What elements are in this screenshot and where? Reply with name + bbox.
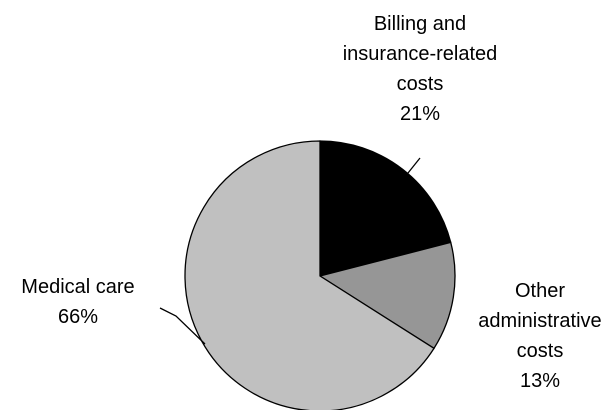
- slice-labels: Billing and insurance-related costs 21% Othe…: [21, 13, 601, 392]
- leader-line-3: [159, 307, 206, 345]
- slice-label-2: Other administrative costs 13%: [478, 280, 601, 392]
- leader-line-1: [407, 157, 421, 174]
- leader-lines: [159, 157, 421, 345]
- slice-value-label: 13%: [520, 370, 560, 392]
- slice-value-label: 66%: [58, 306, 98, 328]
- slice-name-line: costs: [397, 73, 444, 95]
- slice-name-line: costs: [517, 340, 564, 362]
- slice-name-line: Billing and: [374, 13, 466, 35]
- slice-value-label: 21%: [400, 103, 440, 125]
- slice-name-line: administrative: [478, 310, 601, 332]
- slice-name-line: insurance-related: [343, 43, 498, 65]
- slice-label-3: Medical care 66%: [21, 276, 134, 328]
- slice-label-1: Billing and insurance-related costs 21%: [343, 13, 498, 125]
- slice-name-line: Medical care: [21, 276, 134, 298]
- pie-slice-1: [319, 140, 452, 277]
- pie-slices: [184, 140, 456, 410]
- pie-slice-2: [318, 241, 456, 350]
- slice-name-line: Other: [515, 280, 565, 302]
